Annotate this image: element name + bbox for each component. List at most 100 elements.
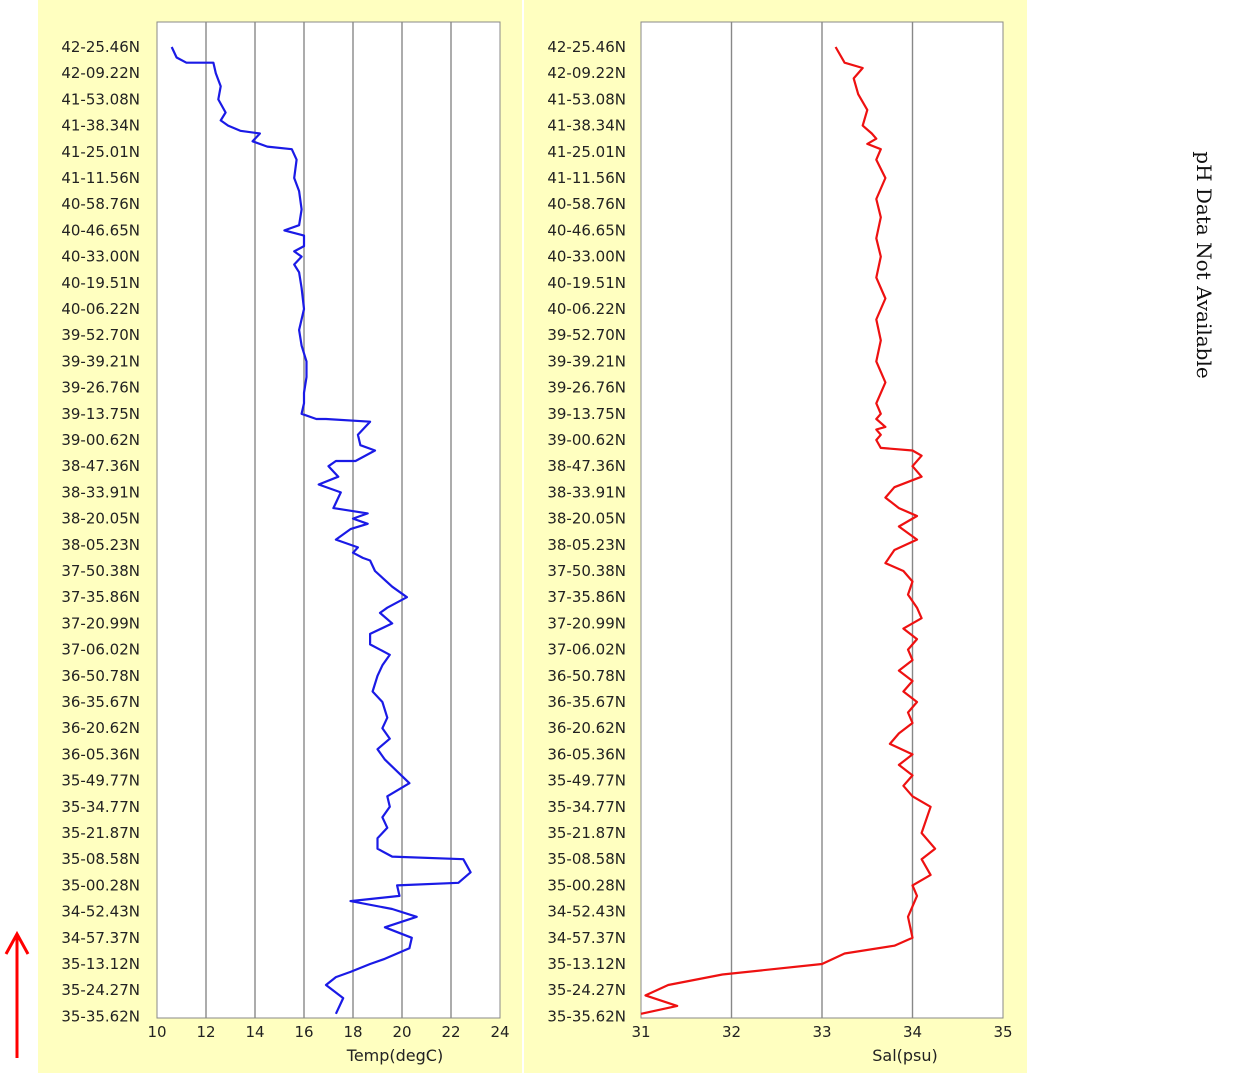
up-arrow-icon <box>4 930 30 1058</box>
temp-y-tick-label: 40-58.76N <box>61 195 140 213</box>
salinity-series-line <box>640 46 937 1015</box>
sal-y-tick-label: 35-13.12N <box>547 955 626 973</box>
temp-x-axis-label: Temp(degC) <box>346 1046 443 1065</box>
sal-y-tick-label: 35-00.28N <box>547 876 626 894</box>
sal-y-tick-label: 39-13.75N <box>547 405 626 423</box>
temp-y-tick-label: 41-53.08N <box>61 90 140 108</box>
temp-y-tick-label: 37-50.38N <box>61 562 140 580</box>
temp-y-tick-label: 35-35.62N <box>61 1007 140 1025</box>
temp-y-tick-label: 34-57.37N <box>61 929 140 947</box>
sal-y-tick-label: 36-50.78N <box>547 667 626 685</box>
temp-y-tick-label: 35-08.58N <box>61 850 140 868</box>
sal-y-tick-label: 37-06.02N <box>547 641 626 659</box>
sal-y-tick-label: 40-33.00N <box>547 248 626 266</box>
temp-y-tick-label: 41-38.34N <box>61 117 140 135</box>
sal-y-tick-label: 40-06.22N <box>547 300 626 318</box>
sal-y-tick-label: 41-53.08N <box>547 90 626 108</box>
temp-x-tick-label: 12 <box>196 1023 215 1041</box>
sal-y-tick-label: 36-20.62N <box>547 719 626 737</box>
temp-y-tick-label: 35-13.12N <box>61 955 140 973</box>
sal-y-tick-labels: 42-25.46N 42-09.22N 41-53.08N 41-38.34N 41-2… <box>547 38 626 1025</box>
temp-y-tick-label: 39-13.75N <box>61 405 140 423</box>
sal-y-tick-label: 39-00.62N <box>547 431 626 449</box>
temp-y-tick-label: 35-34.77N <box>61 798 140 816</box>
temp-y-tick-label: 36-50.78N <box>61 667 140 685</box>
sal-y-tick-label: 40-46.65N <box>547 221 626 239</box>
sal-x-axis-label: Sal(psu) <box>872 1046 938 1065</box>
temp-y-tick-label: 41-11.56N <box>61 169 140 187</box>
temp-y-tick-label: 38-47.36N <box>61 457 140 475</box>
sal-y-tick-label: 35-49.77N <box>547 772 626 790</box>
sal-y-tick-label: 35-24.27N <box>547 981 626 999</box>
temp-y-tick-label: 34-52.43N <box>61 903 140 921</box>
temp-y-tick-label: 40-06.22N <box>61 300 140 318</box>
sal-y-tick-label: 39-39.21N <box>547 352 626 370</box>
sal-y-tick-label: 34-57.37N <box>547 929 626 947</box>
sal-y-tick-label: 35-35.62N <box>547 1007 626 1025</box>
temp-y-tick-label: 40-19.51N <box>61 274 140 292</box>
ph-note-text: pH Data Not Available <box>1192 151 1216 379</box>
temp-y-tick-label: 36-35.67N <box>61 693 140 711</box>
sal-y-tick-label: 41-38.34N <box>547 117 626 135</box>
temp-gridlines <box>205 22 452 1018</box>
sal-y-tick-label: 36-05.36N <box>547 745 626 763</box>
temp-y-tick-label: 35-21.87N <box>61 824 140 842</box>
temp-y-tick-label: 42-25.46N <box>61 38 140 56</box>
sal-y-tick-label: 37-50.38N <box>547 562 626 580</box>
temp-x-tick-label: 18 <box>343 1023 362 1041</box>
sal-y-tick-label: 39-26.76N <box>547 379 626 397</box>
temp-y-tick-label: 39-00.62N <box>61 431 140 449</box>
temp-y-tick-label: 35-24.27N <box>61 981 140 999</box>
sal-y-tick-label: 38-47.36N <box>547 457 626 475</box>
sal-y-tick-label: 40-58.76N <box>547 195 626 213</box>
temp-y-tick-label: 38-05.23N <box>61 536 140 554</box>
sal-x-tick-label: 32 <box>722 1023 741 1041</box>
temp-x-tick-label: 24 <box>490 1023 509 1041</box>
temp-y-tick-label: 37-06.02N <box>61 641 140 659</box>
sal-y-tick-label: 36-35.67N <box>547 693 626 711</box>
temp-x-tick-label: 20 <box>392 1023 411 1041</box>
sal-y-tick-label: 40-19.51N <box>547 274 626 292</box>
ph-not-available-note: pH Data Not Available <box>1184 120 1224 410</box>
sal-x-tick-label: 35 <box>993 1023 1012 1041</box>
sal-y-tick-label: 39-52.70N <box>547 326 626 344</box>
temp-x-tick-label: 14 <box>245 1023 264 1041</box>
temp-x-tick-label: 10 <box>147 1023 166 1041</box>
sal-gridlines <box>730 22 914 1018</box>
sal-y-tick-label: 42-25.46N <box>547 38 626 56</box>
sal-y-tick-label: 41-11.56N <box>547 169 626 187</box>
temp-y-tick-label: 36-20.62N <box>61 719 140 737</box>
temp-y-tick-label: 36-05.36N <box>61 745 140 763</box>
sal-x-tick-labels: 31 32 33 34 35 <box>631 1023 1012 1041</box>
temperature-series-line <box>170 46 472 1015</box>
temp-y-tick-label: 40-33.00N <box>61 248 140 266</box>
temp-y-tick-label: 38-20.05N <box>61 510 140 528</box>
sal-y-tick-label: 38-20.05N <box>547 510 626 528</box>
temp-y-tick-labels: 42-25.46N 42-09.22N 41-53.08N 41-38.34N 41-2… <box>61 38 140 1025</box>
sal-y-tick-label: 35-21.87N <box>547 824 626 842</box>
sal-x-tick-label: 34 <box>903 1023 922 1041</box>
temp-y-tick-label: 39-52.70N <box>61 326 140 344</box>
sal-x-tick-label: 33 <box>812 1023 831 1041</box>
temp-y-tick-label: 41-25.01N <box>61 143 140 161</box>
temp-y-tick-label: 39-39.21N <box>61 352 140 370</box>
temp-y-tick-label: 35-49.77N <box>61 772 140 790</box>
temp-x-tick-label: 16 <box>294 1023 313 1041</box>
temp-y-tick-label: 35-00.28N <box>61 876 140 894</box>
sal-x-tick-label: 31 <box>631 1023 650 1041</box>
temp-plot-area <box>156 21 501 1019</box>
sal-y-tick-label: 42-09.22N <box>547 64 626 82</box>
temp-y-tick-label: 40-46.65N <box>61 221 140 239</box>
temp-x-tick-labels: 10 12 14 16 18 20 22 24 <box>147 1023 509 1041</box>
temp-y-tick-label: 39-26.76N <box>61 379 140 397</box>
sal-y-tick-label: 38-05.23N <box>547 536 626 554</box>
sal-y-tick-label: 35-08.58N <box>547 850 626 868</box>
sal-y-tick-label: 41-25.01N <box>547 143 626 161</box>
sal-y-tick-label: 37-20.99N <box>547 614 626 632</box>
temp-y-tick-label: 37-35.86N <box>61 588 140 606</box>
sal-y-tick-label: 34-52.43N <box>547 903 626 921</box>
temp-y-tick-label: 38-33.91N <box>61 483 140 501</box>
sal-y-tick-label: 37-35.86N <box>547 588 626 606</box>
temp-y-tick-label: 42-09.22N <box>61 64 140 82</box>
